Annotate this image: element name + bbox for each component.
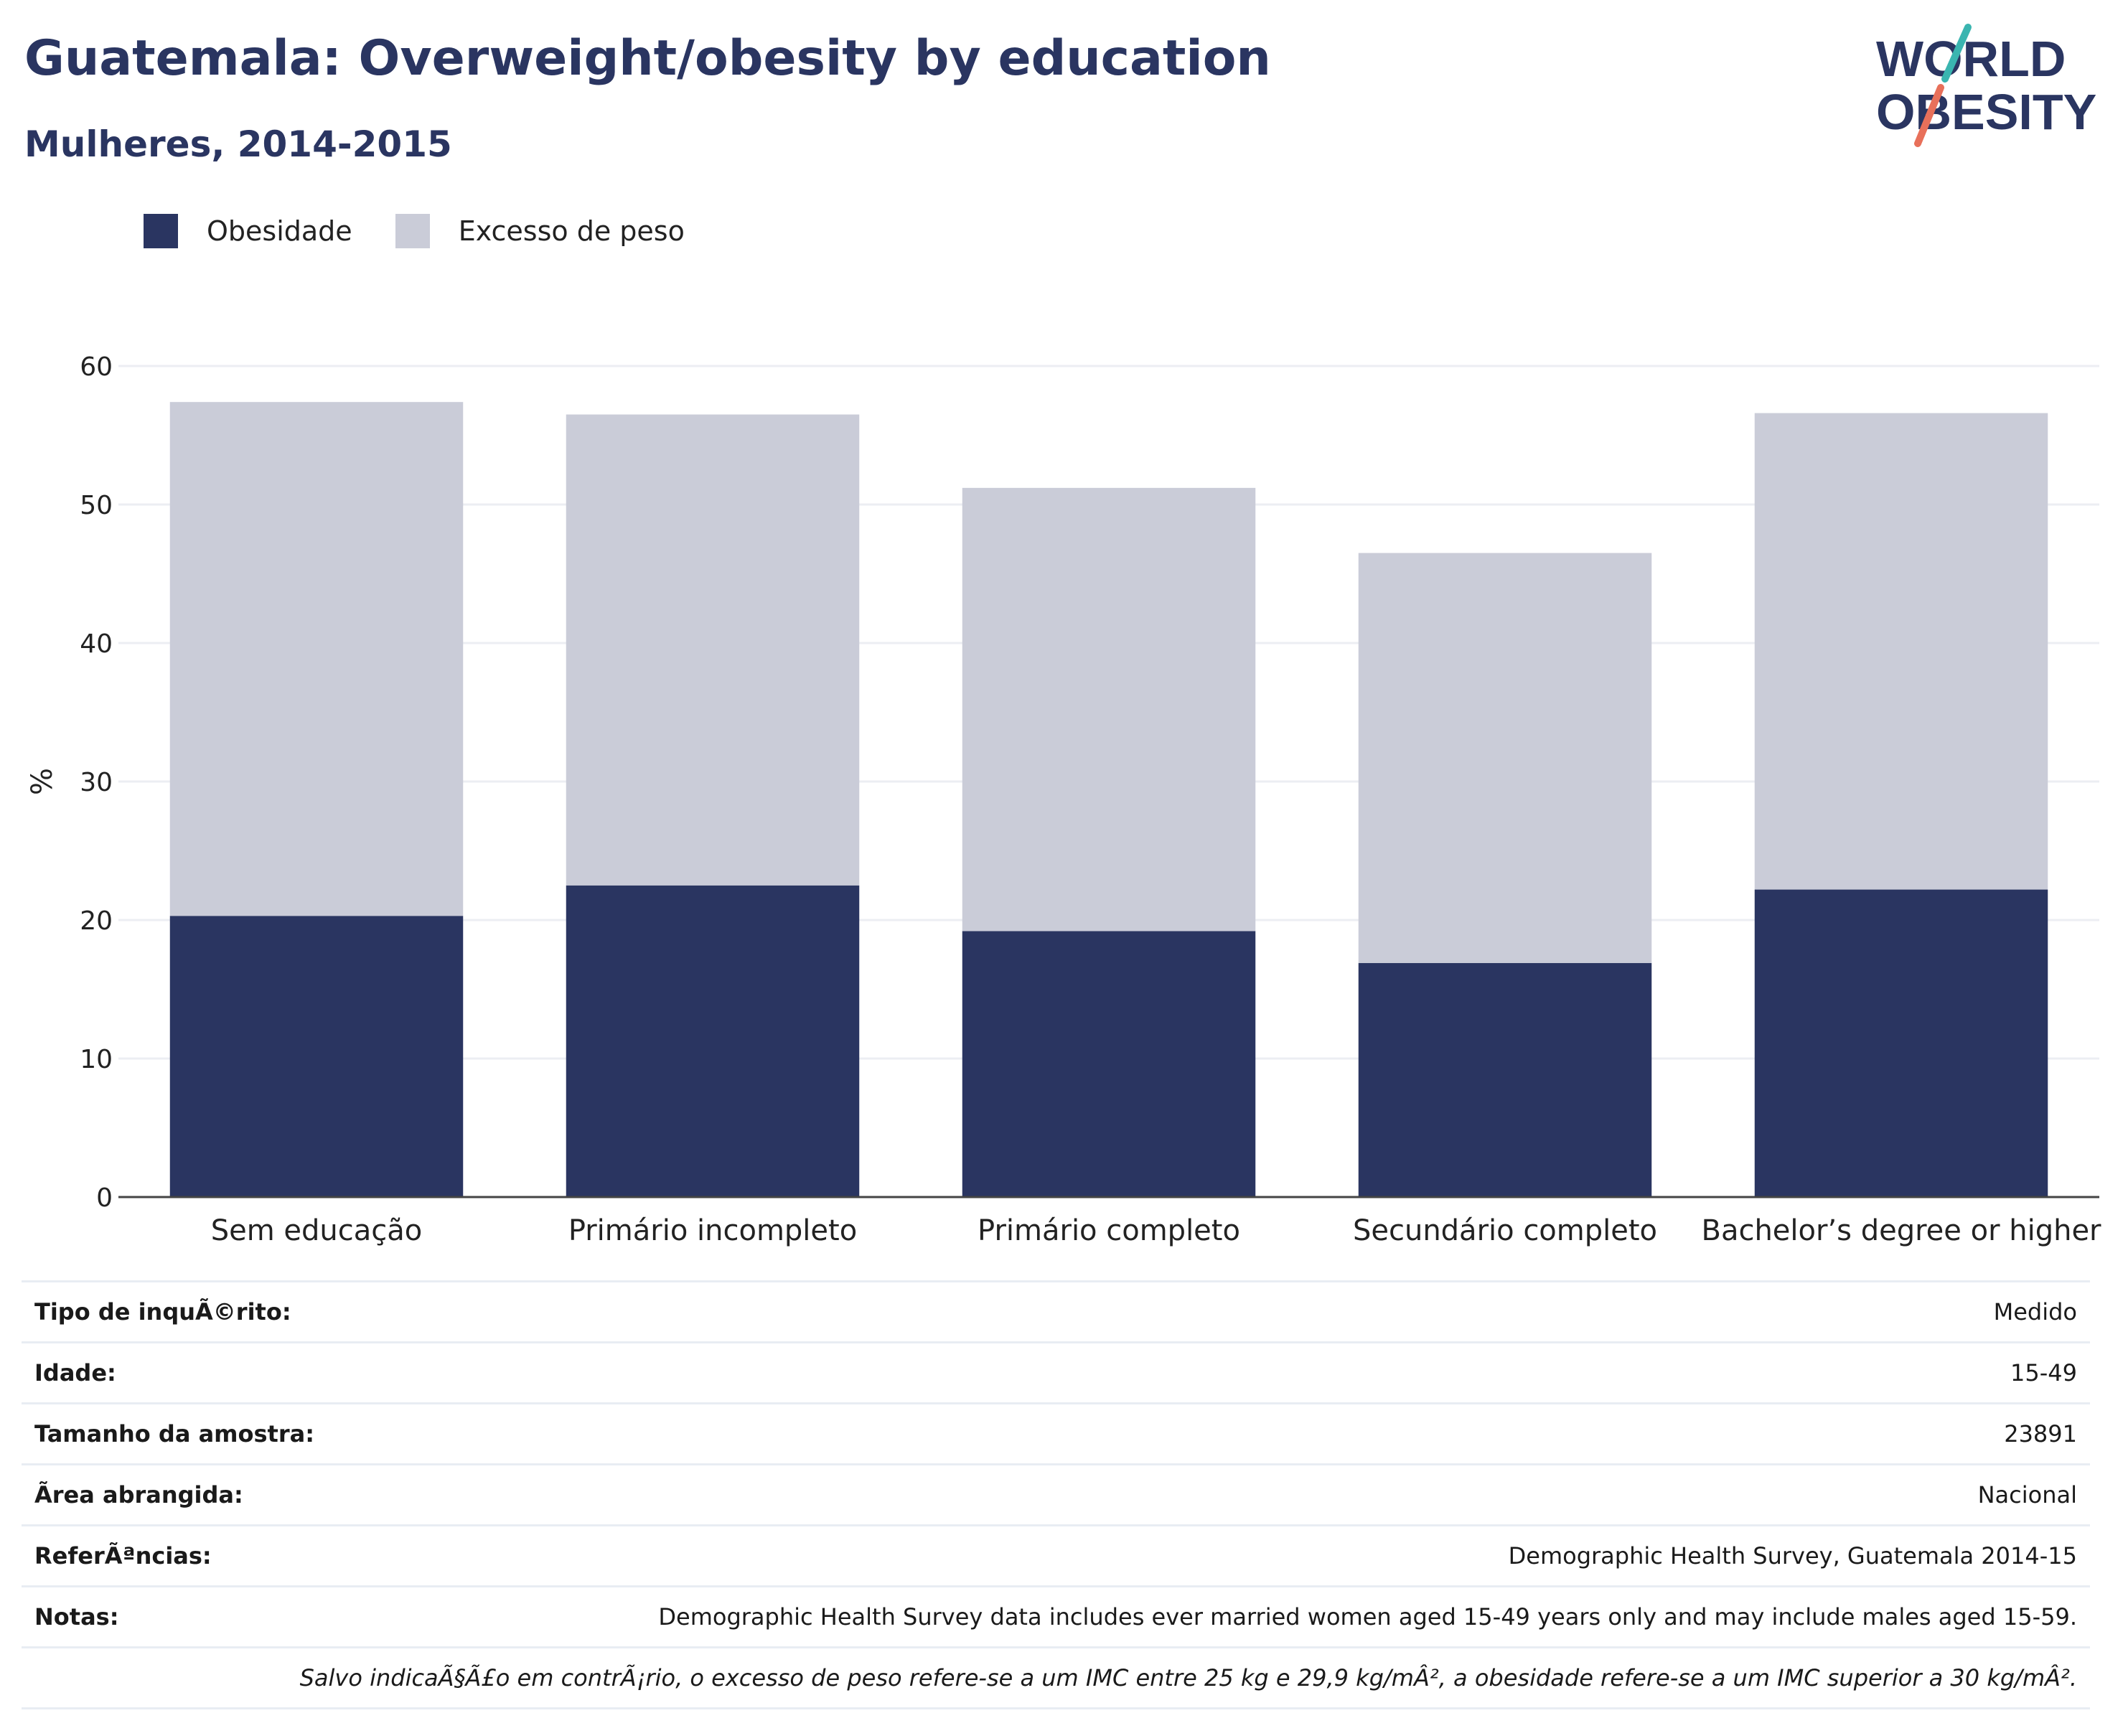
bar-excesso-de-peso [1755, 413, 2048, 890]
survey-info-table: Tipo de inquÃ©rito: Medido Idade: 15-49 … [22, 1280, 2090, 1709]
bar-obesidade [1755, 890, 2048, 1197]
info-key: Notas: [22, 1603, 119, 1631]
x-axis-ticks: Sem educação Primário incompleto Primário … [211, 1214, 2101, 1247]
info-value: Demographic Health Survey data includes … [658, 1603, 2090, 1631]
bar-obesidade [566, 886, 859, 1197]
y-tick-label: 50 [80, 491, 113, 520]
legend-swatch-obesidade [144, 214, 178, 248]
info-row-tipo: Tipo de inquÃ©rito: Medido [22, 1280, 2090, 1341]
y-tick-label: 60 [80, 352, 113, 382]
legend-swatch-excesso [395, 214, 430, 248]
logo-line2: OBESITY [1876, 84, 2096, 140]
y-tick-label: 10 [80, 1045, 113, 1074]
y-axis-ticks: 0 10 20 30 40 50 60 [80, 352, 113, 1213]
bar-excesso-de-peso [566, 415, 859, 886]
info-value: 23891 [2004, 1420, 2090, 1448]
info-row-amostra: Tamanho da amostra: 23891 [22, 1402, 2090, 1463]
chart-legend: Obesidade Excesso de peso [144, 212, 728, 250]
info-value: Medido [1994, 1298, 2090, 1326]
y-tick-label: 40 [80, 629, 113, 659]
info-key: Ã rea abrangida: [22, 1481, 243, 1509]
info-row-notas: Notas: Demographic Health Survey data in… [22, 1585, 2090, 1646]
y-tick-label: 30 [80, 768, 113, 797]
bar-excesso-de-peso [962, 488, 1255, 932]
logo-line1: WORLD [1876, 31, 2066, 87]
x-tick-label: Secundário completo [1353, 1214, 1657, 1247]
info-row-nota-imc: Salvo indicaÃ§Ã£o em contrÃ¡rio, o exces… [22, 1646, 2090, 1709]
info-value: Demographic Health Survey, Guatemala 201… [1509, 1542, 2090, 1570]
x-tick-label: Bachelor’s degree or higher [1702, 1214, 2102, 1247]
info-value: 15-49 [2010, 1359, 2090, 1387]
y-tick-label: 20 [80, 906, 113, 936]
legend-label-excesso: Excesso de peso [459, 215, 685, 247]
stacked-bar-chart: 0 10 20 30 40 50 60 Sem educação Primário incom… [0, 330, 2123, 1277]
chart-subtitle: Mulheres, 2014-2015 [24, 123, 452, 165]
x-tick-label: Primário completo [978, 1214, 1240, 1247]
info-key: Tipo de inquÃ©rito: [22, 1298, 291, 1326]
bar-obesidade [170, 916, 463, 1197]
x-tick-label: Sem educação [211, 1214, 423, 1247]
bars [170, 402, 2048, 1197]
info-row-area: Ã rea abrangida: Nacional [22, 1463, 2090, 1524]
legend-label-obesidade: Obesidade [207, 215, 352, 247]
y-tick-label: 0 [96, 1183, 113, 1213]
legend-item-excesso: Excesso de peso [395, 214, 685, 248]
info-key: ReferÃªncias: [22, 1542, 212, 1570]
bar-obesidade [1359, 963, 1651, 1197]
chart-title: Guatemala: Overweight/obesity by educati… [24, 30, 1271, 87]
bar-obesidade [962, 931, 1255, 1197]
info-key: Tamanho da amostra: [22, 1420, 314, 1448]
info-row-referencias: ReferÃªncias: Demographic Health Survey,… [22, 1524, 2090, 1585]
x-tick-label: Primário incompleto [568, 1214, 857, 1247]
bar-excesso-de-peso [1359, 553, 1651, 963]
info-row-idade: Idade: 15-49 [22, 1341, 2090, 1402]
info-value: Salvo indicaÃ§Ã£o em contrÃ¡rio, o exces… [300, 1664, 2090, 1692]
info-key: Idade: [22, 1359, 116, 1387]
legend-item-obesidade: Obesidade [144, 214, 352, 248]
info-value: Nacional [1978, 1481, 2090, 1509]
y-axis-label: % [26, 768, 59, 795]
world-obesity-logo: WORLD OBESITY [1866, 22, 2110, 151]
bar-excesso-de-peso [170, 402, 463, 916]
